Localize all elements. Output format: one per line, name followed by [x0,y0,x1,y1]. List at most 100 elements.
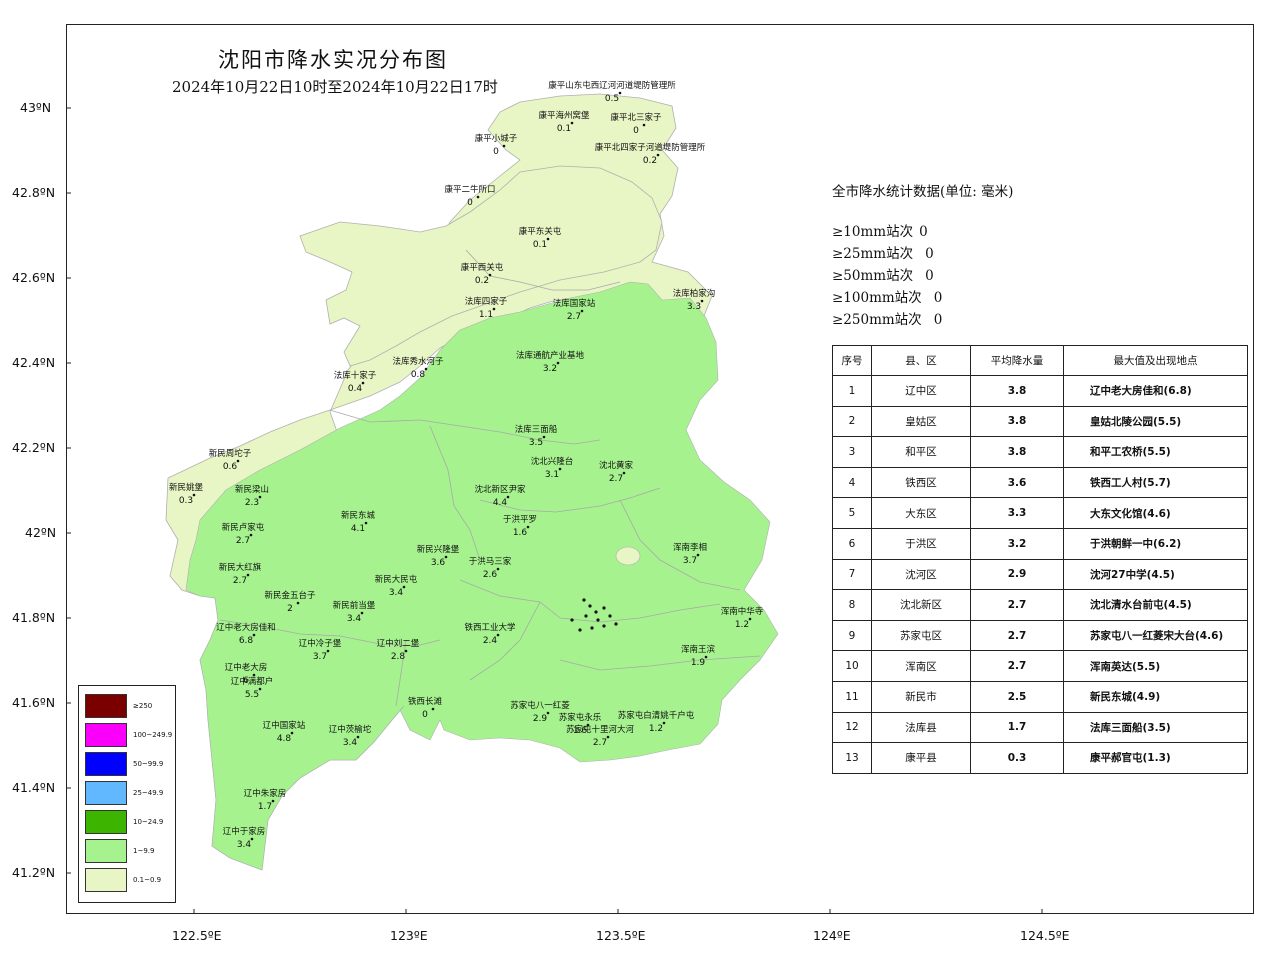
station-name: 苏家屯八一红菱 [510,700,570,711]
cell-average: 2.7 [970,589,1064,621]
region-moderate-rain [185,281,779,871]
station-marker: 辽中老大房 6 [225,662,268,686]
cell-index: 10 [832,650,872,682]
cell-district: 法库县 [871,711,971,744]
station-name: 康平海州窝堡 [538,110,590,121]
station-value: 4.8 [277,734,292,744]
station-name: 辽中于家房 [223,826,266,837]
summary-count-50mm: ≥50mm站次 0 [832,268,934,284]
station-dot [662,721,666,725]
station-dot [588,604,592,608]
station-name: 法库四家子 [465,296,508,307]
legend-swatch [85,839,127,863]
station-marker: 辽中满都户 5.5 [231,676,274,700]
table-row: 4 铁西区 3.6 铁西工人村(5.7) [832,466,1248,499]
legend-item: 50~99.9 [85,752,175,776]
station-name: 辽中朱家房 [244,788,287,799]
station-marker: 铁西长滩 0 [408,696,443,720]
cell-average: 3.8 [970,436,1064,468]
station-marker: 苏家屯八一红菱 2.9 [510,700,570,724]
station-dot [402,585,406,589]
table-row: 7 沈河区 2.9 沈河27中学(4.5) [832,558,1248,591]
cell-maximum: 铁西工人村(5.7) [1063,466,1248,499]
station-dot [506,495,510,499]
lon-label: 124.5ºE [1020,928,1070,943]
station-marker: 苏家屯永乐 1.6 [559,712,602,736]
legend-label: 0.1~0.9 [133,876,162,884]
station-name: 法库秀水河子 [392,356,444,367]
table-header-row: 序号 县、区 平均降水量 最大值及出现地点 [832,345,1248,376]
station-marker: 沈北兴隆台 3.1 [531,456,574,480]
station-dot [582,598,586,602]
cell-maximum: 浑南英达(5.5) [1063,650,1248,682]
station-dot [271,799,275,803]
station-value: 2.8 [391,652,406,662]
station-name: 辽中茨榆坨 [329,724,372,735]
lat-label: 43ºN [20,100,52,115]
cell-average: 3.2 [970,527,1064,560]
station-value: 2.7 [593,738,607,748]
cell-maximum: 康平郝官屯(1.3) [1063,742,1248,774]
station-value: 0.1 [557,124,571,134]
cell-district: 皇姑区 [871,405,971,438]
cell-index: 6 [832,527,872,560]
station-value: 2.7 [609,474,623,484]
cell-average: 2.7 [970,650,1064,682]
station-value: 3.3 [687,302,701,312]
station-marker: 新民兴隆堡 3.6 [417,544,460,568]
station-value: 3.4 [237,840,252,850]
station-marker: 辽中老大房佳和 6.8 [216,622,276,646]
station-dot [476,195,480,199]
station-value: 3.7 [683,556,697,566]
station-dot [424,367,428,371]
station-dot [526,525,530,529]
station-marker: 沈北黄家 2.7 [599,460,634,484]
station-value: 3.4 [389,588,404,598]
lat-label: 42.6ºN [12,270,56,285]
legend-swatch [85,868,127,892]
station-name: 浑南王滨 [681,644,716,655]
station-marker: 法库四家子 1.1 [465,296,508,320]
station-marker: 辽中茨榆坨 3.4 [329,724,372,748]
station-dot [578,628,582,632]
station-dot [546,237,550,241]
station-value: 3.5 [529,438,543,448]
station-dot [502,144,506,148]
station-name: 辽中满都户 [231,676,274,687]
station-dot [326,649,330,653]
station-marker: 新民前当堡 3.4 [333,600,376,624]
station-name: 于洪平罗 [503,514,537,525]
legend-item: 10~24.9 [85,810,175,834]
cell-district: 沈河区 [871,558,971,591]
table-row: 10 浑南区 2.7 浑南英达(5.5) [832,650,1248,682]
cell-index: 4 [832,466,872,499]
lon-label: 123ºE [390,928,428,943]
station-value: 2 [287,604,293,614]
legend-label: 25~49.9 [133,789,164,797]
station-name: 康平二牛所口 [444,184,495,195]
table-row: 11 新民市 2.5 新民东城(4.9) [832,680,1248,713]
station-dot [704,655,708,659]
station-dot [608,614,612,618]
cell-district: 铁西区 [871,466,971,499]
station-marker: 浑南中华寺 1.2 [721,606,764,630]
station-dot [618,91,622,95]
station-name: 辽中老大房 [225,662,268,673]
lat-label: 42.4ºN [12,355,56,370]
station-value: 0.8 [411,370,426,380]
table-row: 3 和平区 3.8 和平工农桥(5.5) [832,436,1248,468]
cell-maximum: 于洪朝鲜一中(6.2) [1063,527,1248,560]
station-dot [360,611,364,615]
legend-swatch [85,694,127,718]
cell-maximum: 皇姑北陵公园(5.5) [1063,405,1248,438]
station-name: 辽中国家站 [263,720,306,731]
station-marker: 辽中冷子堡 3.7 [299,638,342,662]
cell-index: 9 [832,619,872,652]
cell-index: 1 [832,375,872,407]
station-dot [192,493,196,497]
station-marker: 辽中于家房 3.4 [223,826,266,850]
station-dot [258,687,262,691]
station-marker: 铁西工业大学 2.4 [464,622,516,646]
legend-label: 1~9.9 [133,847,155,855]
